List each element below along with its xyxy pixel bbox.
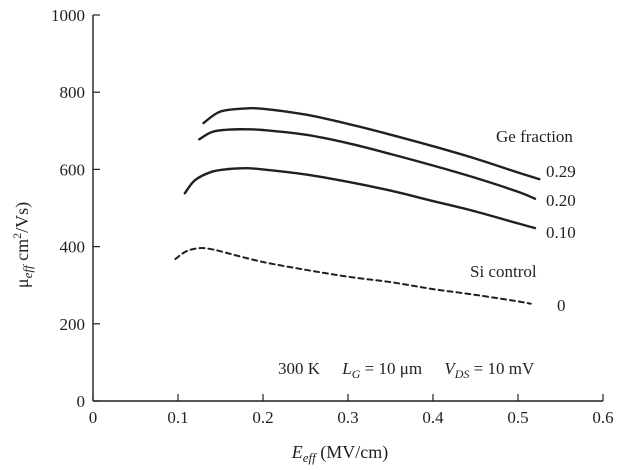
y-tick-label: 200 bbox=[60, 315, 86, 334]
series-labels: 0.29 0.20 0.10 0 bbox=[546, 162, 576, 315]
y-label-sub: eff bbox=[20, 263, 35, 278]
series-line-0-10 bbox=[183, 167, 537, 230]
y-ticks: 0 200 400 600 800 1000 bbox=[51, 6, 100, 411]
y-tick-label: 800 bbox=[60, 83, 86, 102]
conditions-annotation: 300 K LG = 10 μm VDS = 10 mV bbox=[278, 359, 535, 381]
vds-value: = 10 mV bbox=[469, 359, 535, 378]
axes bbox=[92, 15, 603, 402]
series-line-0-29 bbox=[202, 106, 541, 181]
x-tick-label: 0.6 bbox=[592, 408, 613, 427]
x-tick-label: 0.2 bbox=[252, 408, 273, 427]
x-label-rest: (MV/cm) bbox=[316, 442, 388, 463]
x-tick-label: 0.1 bbox=[167, 408, 188, 427]
lg-value: = 10 μm bbox=[360, 359, 422, 378]
series-line-0-20 bbox=[198, 128, 537, 200]
y-tick-label: 1000 bbox=[51, 6, 85, 25]
series-line-0 bbox=[174, 247, 532, 305]
si-control-label: Si control bbox=[470, 262, 537, 281]
series-group bbox=[174, 106, 541, 305]
x-label-main: E bbox=[291, 442, 303, 462]
x-ticks: 0 0.1 0.2 0.3 0.4 0.5 0.6 bbox=[89, 394, 614, 427]
lg-symbol: L bbox=[341, 359, 351, 378]
series-label-0-29: 0.29 bbox=[546, 162, 576, 181]
x-tick-label: 0.5 bbox=[507, 408, 528, 427]
series-label-0: 0 bbox=[557, 296, 566, 315]
y-label-sup: 2 bbox=[10, 233, 24, 239]
y-tick-label: 0 bbox=[77, 392, 86, 411]
vds-subscript: DS bbox=[454, 367, 470, 381]
y-label-rest: cm bbox=[12, 239, 32, 266]
temperature-text: 300 K bbox=[278, 359, 321, 378]
x-tick-label: 0 bbox=[89, 408, 98, 427]
y-label-main: μ bbox=[12, 278, 32, 288]
x-label-sub: eff bbox=[303, 450, 318, 465]
lg-subscript: G bbox=[352, 367, 361, 381]
ge-fraction-label: Ge fraction bbox=[496, 127, 573, 146]
x-tick-label: 0.4 bbox=[422, 408, 444, 427]
series-label-0-10: 0.10 bbox=[546, 223, 576, 242]
y-label-tail: /Vs) bbox=[12, 202, 33, 233]
y-tick-label: 400 bbox=[60, 238, 86, 257]
y-axis-label: μeff cm2/Vs) bbox=[10, 202, 35, 288]
x-axis-label: Eeff (MV/cm) bbox=[291, 442, 388, 465]
x-tick-label: 0.3 bbox=[337, 408, 358, 427]
series-label-0-20: 0.20 bbox=[546, 191, 576, 210]
vds-symbol: V bbox=[444, 359, 457, 378]
y-tick-label: 600 bbox=[60, 160, 86, 179]
